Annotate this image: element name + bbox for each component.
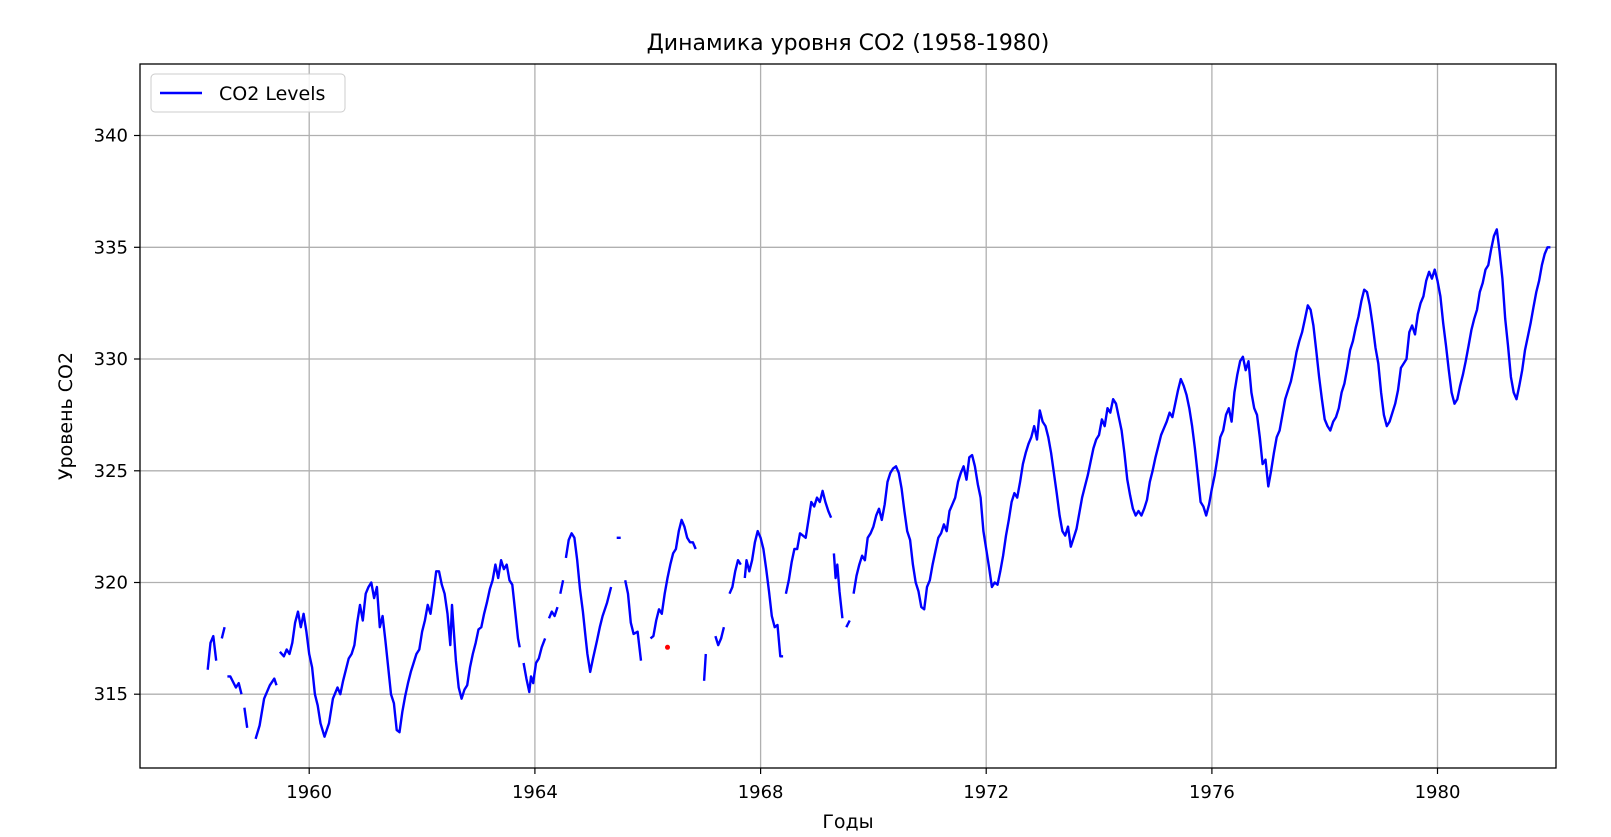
x-tick-label: 1964 [512, 782, 558, 803]
x-axis-label: Годы [822, 811, 873, 833]
legend-label-co2: CO2 Levels [219, 83, 325, 105]
co2-line-segment [522, 637, 547, 694]
y-axis-ticks: 315 320 325 330 335 340 [94, 126, 140, 705]
x-tick-label: 1960 [286, 782, 332, 803]
x-tick-label: 1968 [738, 782, 784, 803]
co2-line-segment [254, 677, 278, 740]
co2-line-segment [206, 634, 218, 670]
co2-line-segment [728, 559, 742, 595]
x-tick-label: 1976 [1189, 782, 1235, 803]
outlier-point [665, 644, 670, 650]
plot-frame [139, 63, 1557, 769]
y-tick-label: 330 [94, 349, 128, 370]
co2-line-segment [845, 619, 851, 628]
y-tick-label: 340 [94, 126, 128, 147]
y-tick-label: 315 [94, 684, 128, 705]
co2-line-segment [227, 675, 243, 695]
co2-line-segment [243, 707, 249, 728]
co2-line-segment [649, 518, 697, 640]
co2-line-segment [743, 529, 784, 658]
y-tick-label: 320 [94, 573, 128, 594]
co2-line-segment [279, 559, 521, 738]
co2-line-segment [220, 626, 226, 639]
outlier-points [665, 644, 670, 650]
co2-line-segment [852, 228, 1551, 611]
x-tick-label: 1980 [1415, 782, 1461, 803]
co2-line-segment [832, 553, 844, 619]
co2-line-segment [702, 653, 707, 681]
co2-line-segment [784, 489, 833, 594]
y-tick-label: 325 [94, 461, 128, 482]
co2-series [206, 228, 1551, 740]
grid-lines [140, 64, 1556, 768]
co2-line-segment [714, 626, 726, 647]
legend: CO2 Levels [150, 73, 346, 113]
chart-title: Динамика уровня CO2 (1958-1980) [647, 31, 1050, 56]
co2-line-segment [559, 580, 565, 594]
x-axis-ticks: 1960 1964 1968 1972 1976 1980 [286, 768, 1460, 803]
x-tick-label: 1972 [963, 782, 1009, 803]
co2-line-segment [564, 532, 613, 674]
co2-line-segment [547, 606, 559, 619]
co2-line-segment [624, 580, 643, 661]
y-axis-label: Уровень CO2 [55, 352, 77, 480]
legend-box [150, 73, 346, 113]
y-tick-label: 335 [94, 237, 128, 258]
